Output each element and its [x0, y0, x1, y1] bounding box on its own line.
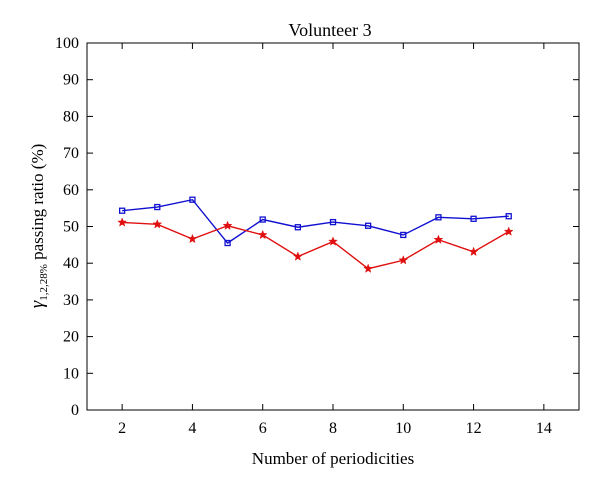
- data-point-square: [435, 214, 442, 221]
- y-axis-ticks: 0 10 20 30 40 50 60 70 80 90 100: [55, 35, 579, 419]
- data-point-square: [400, 231, 407, 239]
- data-point-star: [468, 246, 479, 257]
- data-point-square: [470, 215, 477, 222]
- x-tick-label: 10: [395, 420, 411, 437]
- y-tick-label: 0: [71, 402, 79, 419]
- y-tick-label: 60: [63, 182, 79, 199]
- series-line: [122, 198, 509, 244]
- y-tick-label: 30: [63, 292, 79, 309]
- y-axis-label-symbol: γ: [27, 300, 48, 308]
- y-tick-label: 40: [63, 255, 79, 272]
- series-star: [117, 217, 514, 273]
- x-tick-label: 14: [536, 420, 552, 437]
- series-square: [118, 196, 512, 247]
- y-tick-label: 70: [63, 145, 79, 162]
- x-tick-label: 6: [259, 420, 267, 437]
- x-axis-ticks: 2 4 6 8 10 12 14: [118, 43, 552, 437]
- data-point-star: [152, 219, 163, 229]
- data-point-square: [259, 216, 266, 223]
- y-tick-label: 20: [63, 329, 79, 346]
- data-point-star: [222, 220, 233, 230]
- data-point-star: [187, 233, 198, 244]
- y-tick-label: 50: [63, 219, 79, 236]
- data-point-square: [154, 203, 161, 211]
- data-point-star: [328, 236, 338, 246]
- y-tick-label: 10: [63, 365, 79, 382]
- data-point-square: [294, 224, 302, 231]
- series-line: [122, 221, 510, 270]
- data-point-star: [292, 251, 303, 261]
- data-point-star: [398, 255, 409, 265]
- x-tick-label: 12: [466, 420, 482, 437]
- data-point-star: [257, 229, 268, 240]
- y-tick-label: 90: [63, 72, 79, 89]
- data-point-square: [505, 213, 512, 220]
- data-point-square: [364, 222, 372, 229]
- chart-title: Volunteer 3: [288, 20, 371, 40]
- data-point-square: [329, 218, 337, 226]
- x-tick-label: 8: [329, 420, 337, 437]
- x-tick-label: 4: [188, 420, 196, 437]
- data-point-square: [118, 207, 126, 214]
- data-point-star: [117, 217, 128, 227]
- y-tick-label: 100: [55, 35, 79, 52]
- data-point-star: [503, 226, 514, 236]
- data-point-square: [189, 196, 196, 203]
- y-tick-label: 80: [63, 108, 79, 125]
- data-point-star: [433, 234, 444, 244]
- y-axis-label-text: passing ratio (%): [28, 144, 47, 264]
- data-point-star: [363, 263, 374, 273]
- y-axis-label-subscript: 1,2,28%: [38, 264, 50, 301]
- data-point-square: [224, 239, 231, 247]
- y-axis-label: γ1,2,28% passing ratio (%): [27, 144, 50, 309]
- x-tick-label: 2: [118, 420, 126, 437]
- x-axis-label: Number of periodicities: [252, 449, 414, 468]
- series-layer: [117, 196, 514, 273]
